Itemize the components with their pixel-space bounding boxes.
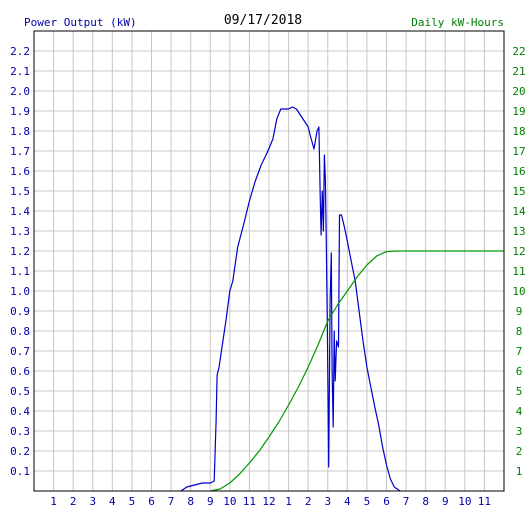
- x-tick-label: 5: [364, 495, 371, 508]
- right-tick-label: 22: [512, 45, 525, 58]
- x-tick-label: 10: [223, 495, 236, 508]
- right-tick-label: 2: [516, 445, 523, 458]
- right-tick-label: 15: [512, 185, 525, 198]
- left-tick-label: 1.8: [10, 125, 30, 138]
- x-tick-label: 1: [50, 495, 57, 508]
- left-tick-label: 1.9: [10, 105, 30, 118]
- left-tick-label: 0.7: [10, 345, 30, 358]
- right-tick-label: 13: [512, 225, 525, 238]
- x-tick-label: 3: [324, 495, 331, 508]
- right-tick-label: 11: [512, 265, 525, 278]
- left-tick-label: 1.4: [10, 205, 30, 218]
- left-tick-label: 0.9: [10, 305, 30, 318]
- right-tick-label: 9: [516, 305, 523, 318]
- x-tick-label: 4: [344, 495, 351, 508]
- x-tick-label: 8: [422, 495, 429, 508]
- chart-date-title: 09/17/2018: [224, 13, 302, 28]
- left-axis-title: Power Output (kW): [24, 16, 137, 29]
- x-tick-label: 5: [129, 495, 136, 508]
- x-tick-label: 3: [89, 495, 96, 508]
- left-tick-label: 0.8: [10, 325, 30, 338]
- x-tick-label: 9: [207, 495, 214, 508]
- right-tick-label: 16: [512, 165, 525, 178]
- left-tick-label: 1.6: [10, 165, 30, 178]
- right-axis-title: Daily kW-Hours: [411, 16, 504, 29]
- right-tick-label: 6: [516, 365, 523, 378]
- x-tick-label: 11: [243, 495, 256, 508]
- left-tick-label: 1.0: [10, 285, 30, 298]
- left-tick-label: 1.1: [10, 265, 30, 278]
- right-tick-label: 18: [512, 125, 525, 138]
- left-tick-label: 0.4: [10, 405, 30, 418]
- left-tick-label: 0.2: [10, 445, 30, 458]
- left-tick-label: 1.5: [10, 185, 30, 198]
- x-tick-label: 7: [403, 495, 410, 508]
- x-tick-label: 7: [168, 495, 175, 508]
- x-tick-label: 6: [383, 495, 390, 508]
- x-tick-label: 9: [442, 495, 449, 508]
- x-tick-label: 8: [187, 495, 194, 508]
- x-tick-label: 2: [70, 495, 77, 508]
- power-line: [180, 106, 401, 492]
- left-tick-label: 1.7: [10, 145, 30, 158]
- x-tick-label: 6: [148, 495, 155, 508]
- right-tick-label: 17: [512, 145, 525, 158]
- right-tick-label: 10: [512, 285, 525, 298]
- x-tick-label: 10: [458, 495, 471, 508]
- left-tick-label: 2.0: [10, 85, 30, 98]
- left-tick-label: 0.3: [10, 425, 30, 438]
- grid: [34, 31, 504, 491]
- right-tick-label: 8: [516, 325, 523, 338]
- plot-frame: [33, 30, 505, 492]
- left-tick-label: 2.1: [10, 65, 30, 78]
- left-tick-label: 2.2: [10, 45, 30, 58]
- right-tick-label: 14: [512, 205, 526, 218]
- right-tick-label: 4: [516, 405, 523, 418]
- energy-line: [210, 250, 504, 492]
- right-tick-label: 1: [516, 465, 523, 478]
- right-tick-label: 19: [512, 105, 525, 118]
- left-tick-label: 0.5: [10, 385, 30, 398]
- left-tick-label: 0.1: [10, 465, 30, 478]
- left-tick-label: 0.6: [10, 365, 30, 378]
- x-axis-ticks: 1 2 3 4 5 6 7 8 9 10 11 12 1 2 3 4 5 6 7 8 9 10 11: [50, 495, 491, 508]
- x-tick-label: 1: [285, 495, 292, 508]
- right-tick-label: 21: [512, 65, 525, 78]
- x-tick-label: 11: [478, 495, 491, 508]
- right-tick-label: 12: [512, 245, 525, 258]
- right-tick-label: 20: [512, 85, 525, 98]
- x-tick-label: 4: [109, 495, 116, 508]
- right-tick-label: 7: [516, 345, 523, 358]
- left-axis-ticks: 0.1 0.2 0.3 0.4 0.5 0.6 0.7 0.8 0.9 1.0 1.1 1.2 1.3 1…: [10, 45, 30, 478]
- series-lines: [180, 106, 504, 492]
- right-tick-label: 3: [516, 425, 523, 438]
- left-tick-label: 1.3: [10, 225, 30, 238]
- left-tick-label: 1.2: [10, 245, 30, 258]
- x-tick-label: 2: [305, 495, 312, 508]
- right-tick-label: 5: [516, 385, 523, 398]
- x-tick-label: 12: [262, 495, 275, 508]
